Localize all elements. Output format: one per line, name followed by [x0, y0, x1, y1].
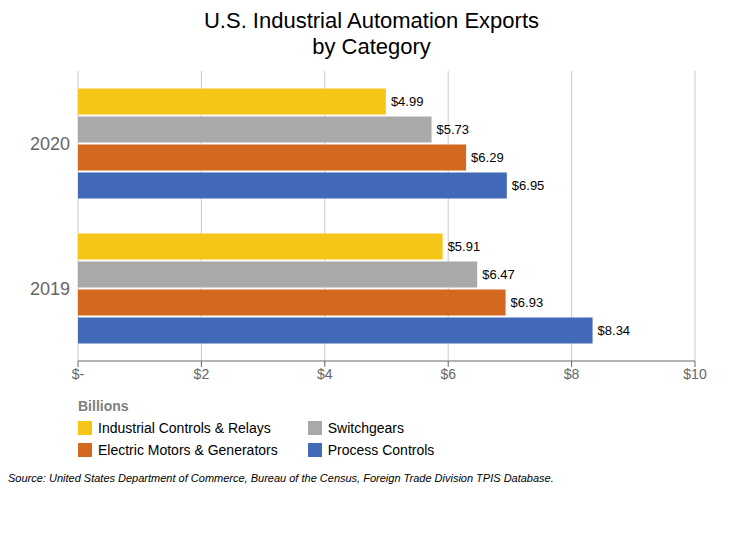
svg-text:$8: $8: [564, 366, 580, 382]
svg-text:$8.34: $8.34: [598, 323, 631, 338]
svg-text:$5.73: $5.73: [437, 122, 470, 137]
html-text:Process Controls: Process Controls: [327, 442, 435, 458]
svg-text:$4: $4: [317, 366, 333, 382]
html-text:Industrial Controls & Relays: Industrial Controls & Relays: [98, 420, 271, 436]
svg-text:$2: $2: [194, 366, 210, 382]
svg-text:$6.93: $6.93: [511, 295, 544, 310]
svg-text:$6.95: $6.95: [512, 178, 545, 193]
html-text:by Category: by Category: [312, 34, 431, 59]
svg-text:Billions: Billions: [78, 398, 129, 414]
svg-text:$10: $10: [683, 366, 707, 382]
svg-text:$-: $-: [72, 366, 85, 382]
html-text:Switchgears: Switchgears: [327, 420, 404, 436]
svg-text:$4.99: $4.99: [391, 94, 424, 109]
html-text:U.S. Industrial Automation Exp: U.S. Industrial Automation Exports: [204, 8, 539, 33]
svg-text:2019: 2019: [30, 279, 70, 299]
svg-text:$6.29: $6.29: [471, 150, 504, 165]
html-text:Source: United States Departme: Source: United States Department of Comm…: [8, 472, 554, 484]
svg-text:$5.91: $5.91: [448, 239, 481, 254]
svg-text:$6: $6: [440, 366, 456, 382]
svg-text:2020: 2020: [30, 134, 70, 154]
html-text:Electric Motors & Generators: Electric Motors & Generators: [98, 442, 278, 458]
svg-text:$6.47: $6.47: [482, 267, 515, 282]
